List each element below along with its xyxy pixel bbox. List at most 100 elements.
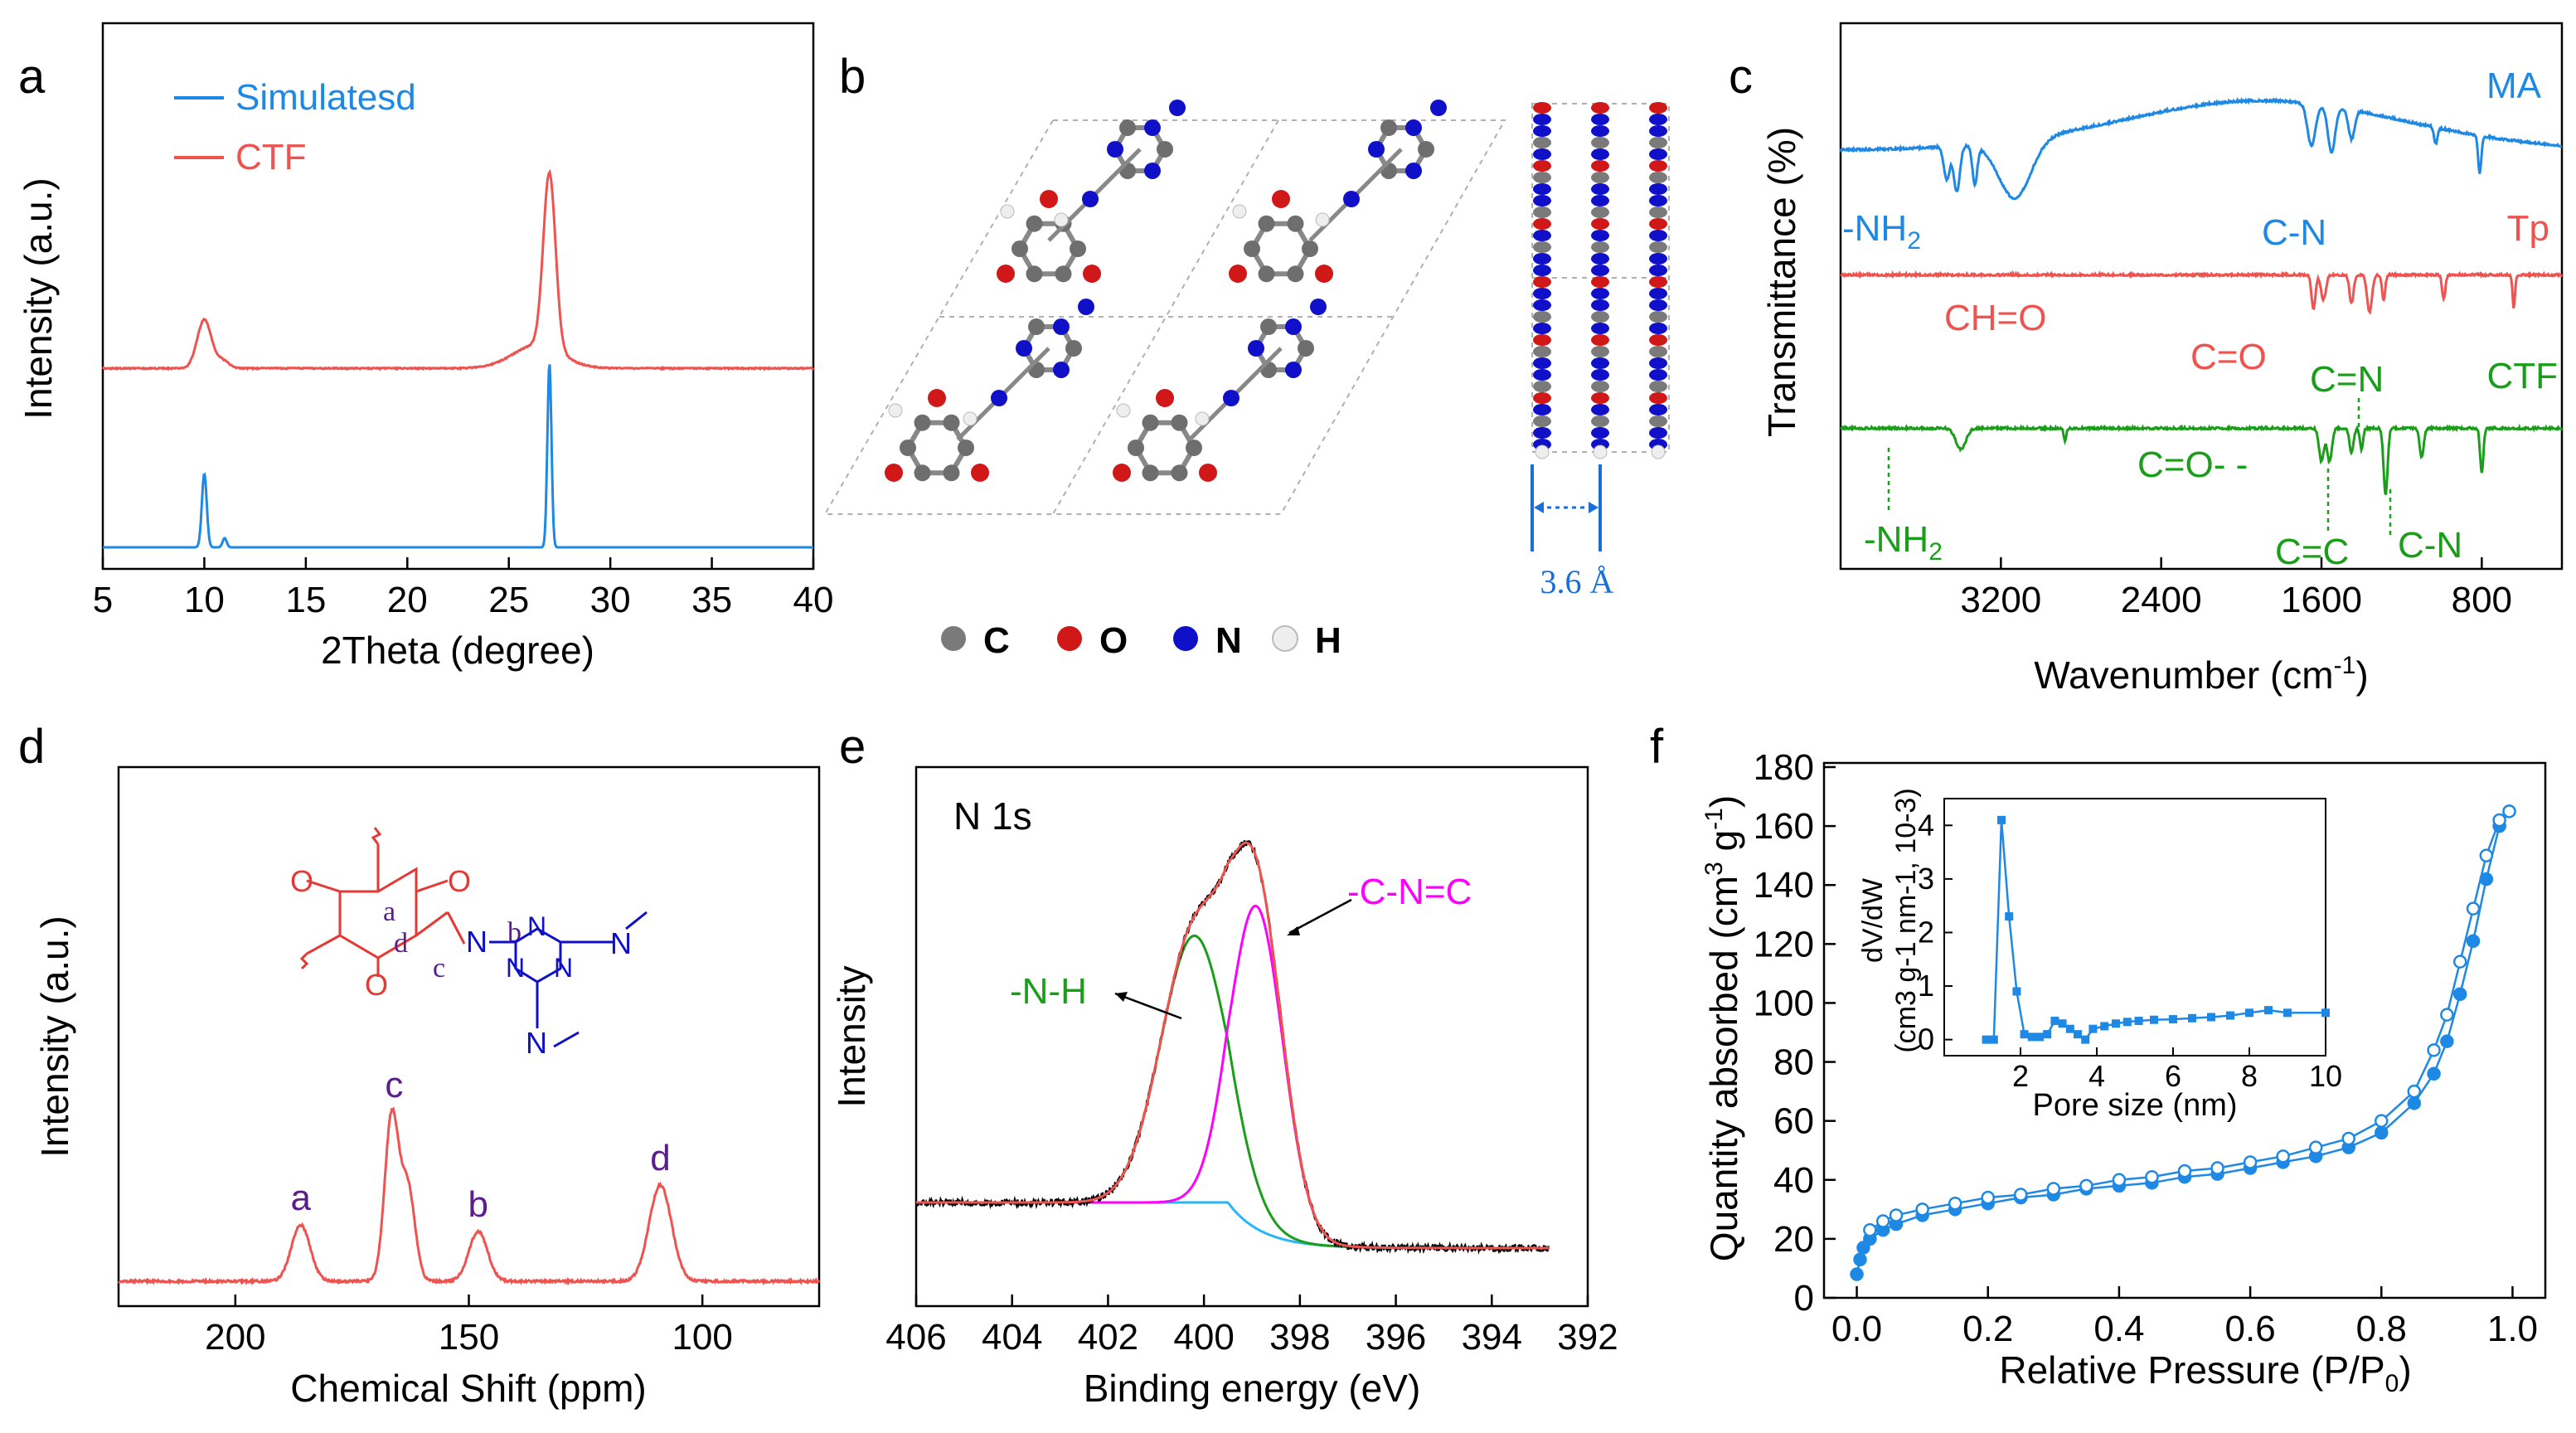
atom	[1107, 141, 1123, 158]
series-label-ctf: CTF	[2486, 356, 2558, 396]
side-atom	[1591, 160, 1609, 172]
side-atom	[1533, 427, 1551, 439]
e-x-tick-label: 398	[1269, 1317, 1330, 1358]
side-atom	[1533, 183, 1551, 195]
f-y-tick-label: 60	[1773, 1101, 1814, 1142]
side-atom	[1649, 276, 1667, 288]
annotation-co-ctf: C=O- -	[2137, 444, 2248, 485]
panel-label-f: f	[1650, 720, 1664, 774]
atom	[1055, 265, 1072, 283]
atom	[1144, 119, 1161, 137]
side-atom	[1649, 415, 1667, 427]
side-atom	[1533, 148, 1551, 160]
adsorption-point	[1856, 1241, 1870, 1255]
adsorption-point	[2375, 1125, 2389, 1140]
atom	[1298, 340, 1314, 357]
side-view-cell	[1531, 103, 1670, 453]
atom	[1142, 414, 1159, 431]
atom	[1368, 141, 1385, 158]
desorption-point	[2452, 955, 2467, 969]
f-y-tick-label: 20	[1773, 1219, 1814, 1260]
side-atom	[1591, 276, 1609, 288]
atom	[900, 440, 916, 456]
desorption-point	[2466, 901, 2481, 916]
panel-label-c: c	[1729, 50, 1753, 104]
annotation-cc-ctf: C=C	[2275, 532, 2349, 572]
atom	[1171, 464, 1188, 482]
annotation-cn-ctf: C=N	[2310, 359, 2384, 400]
inset-x-tick-label: 10	[2309, 1059, 2342, 1093]
atom	[1026, 215, 1043, 232]
inset-x-tick-label: 2	[2012, 1059, 2029, 1093]
side-atom	[1533, 160, 1551, 172]
legend-ctf: CTF	[235, 137, 307, 177]
annotation-nh2-ma: -NH2	[1842, 208, 1921, 255]
side-atom	[1649, 265, 1667, 276]
panel-d-x-ticks: 200 150 100	[205, 1295, 733, 1358]
oxygen-atom	[885, 464, 903, 482]
desorption-point	[2210, 1161, 2224, 1175]
atom	[1380, 119, 1397, 137]
inset-point	[2188, 1013, 2196, 1023]
svg-text:N: N	[526, 1026, 547, 1060]
x-axis-label-f: Relative Pressure (P/P0)	[1999, 1348, 2411, 1397]
atom	[1258, 215, 1275, 232]
e-x-tick-label: 404	[982, 1317, 1042, 1358]
inset-point	[2226, 1011, 2234, 1020]
atom	[1287, 215, 1304, 232]
ftir-series-0	[1839, 96, 2563, 201]
peak-label-c: c	[385, 1065, 403, 1105]
inset-point	[2012, 987, 2021, 996]
panel-f: f 0.0 0.2 0.4 0.6 0.8 1.002040608010012014016…	[1650, 720, 2547, 1397]
side-atom	[1649, 323, 1667, 334]
inset-y-tick-label: 1	[1918, 969, 1934, 1003]
a-x-tick-label: 20	[387, 580, 428, 620]
annotation-nh2-ctf: -NH2	[1864, 519, 1943, 566]
y-axis-label-f: Quantity absorbed (cm3 g-1)	[1700, 795, 1745, 1261]
oxygen-atom	[1229, 265, 1247, 283]
side-atom	[1533, 346, 1551, 357]
atom	[1248, 340, 1264, 357]
side-view-layers	[1533, 102, 1667, 459]
desorption-point	[2440, 1008, 2454, 1022]
inset-point	[2122, 1018, 2132, 1027]
series-label-ma: MA	[2486, 66, 2542, 106]
side-atom	[1591, 288, 1609, 299]
e-x-tick-label: 402	[1078, 1317, 1138, 1358]
panel-a: a 5 10 15 20 25 30 35 40 Simulatesd CTF 2Theta …	[17, 22, 833, 672]
side-atom-h	[1651, 444, 1666, 459]
adsorption-point	[2466, 934, 2481, 949]
panel-e-x-ticks: 406 404 402 400 398 396 394 392	[885, 1295, 1618, 1358]
side-atom	[1649, 241, 1667, 253]
c-x-tick-label: 2400	[2121, 580, 2202, 620]
atom	[1285, 361, 1302, 378]
oxygen-atom	[971, 464, 989, 482]
inset-x-tick-label: 4	[2088, 1059, 2105, 1093]
a-x-tick-label: 5	[93, 580, 113, 620]
f-y-tick-label: 180	[1754, 747, 1814, 788]
inset-point	[2088, 1024, 2098, 1033]
side-atom	[1591, 206, 1609, 218]
atom	[1065, 340, 1082, 357]
ftir-series-1	[1840, 270, 2564, 315]
side-atom	[1533, 102, 1551, 114]
nitrogen-atom	[1430, 100, 1447, 116]
atom	[914, 464, 931, 482]
panel-e-title: N 1s	[953, 794, 1032, 838]
mol-label-a: a	[383, 896, 395, 927]
desorption-point	[2502, 804, 2516, 819]
panel-c-curves	[1839, 96, 2564, 496]
nitrogen-atom	[1343, 191, 1360, 207]
inset-point	[1982, 1035, 1991, 1044]
desorption-point	[2112, 1173, 2127, 1188]
side-atom	[1533, 299, 1551, 311]
side-atom	[1591, 114, 1609, 125]
inset-point	[2100, 1022, 2109, 1031]
desorption-point	[2479, 848, 2494, 862]
inset-y-axis-label-2: (cm3 g-1 nm-1, 10-3)	[1890, 788, 1922, 1052]
inset-line	[1986, 819, 2326, 1042]
side-atom	[1533, 241, 1551, 253]
side-atom	[1649, 346, 1667, 357]
inset-point	[2283, 1008, 2292, 1018]
nitrogen-atom	[991, 390, 1007, 406]
